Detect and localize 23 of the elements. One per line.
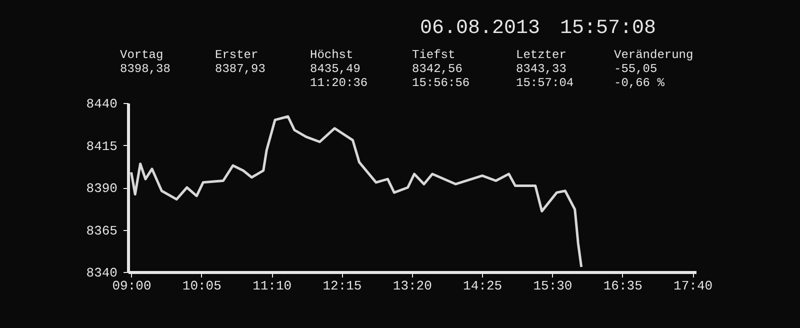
x-tick-label: 17:40: [674, 278, 713, 294]
x-tick-label: 15:30: [533, 278, 572, 294]
y-tick-label: 8415: [86, 138, 118, 154]
text: Veränderung -55,05 -0,66 %: [614, 48, 694, 90]
y-tick-label: 8390: [86, 181, 118, 196]
x-tick-label: 13:20: [392, 278, 432, 294]
text: Höchst 8435,49 11:20:36: [310, 48, 368, 90]
text: Vortag 8398,38: [120, 48, 170, 76]
y-tick-label: 8340: [86, 266, 118, 280]
x-tick-label: 14:25: [463, 278, 502, 294]
x-tick-label: 16:35: [603, 278, 642, 294]
text: 06.08.2013: [420, 17, 540, 40]
text: Letzter 8343,33 15:57:04: [516, 48, 574, 90]
text: 15:57:08: [560, 17, 656, 40]
x-tick-label: 09:00: [112, 278, 152, 294]
y-tick-label: 8365: [86, 223, 118, 238]
x-tick-label: 10:05: [182, 278, 222, 294]
x-tick-label: 11:10: [252, 278, 292, 294]
y-tick-label: 8440: [86, 96, 118, 112]
text: Erster 8387,93: [215, 48, 266, 76]
line-series: [130, 115, 583, 268]
text: Tiefst 8342,56 15:56:56: [412, 48, 470, 90]
x-tick-label: 12:15: [322, 278, 362, 294]
